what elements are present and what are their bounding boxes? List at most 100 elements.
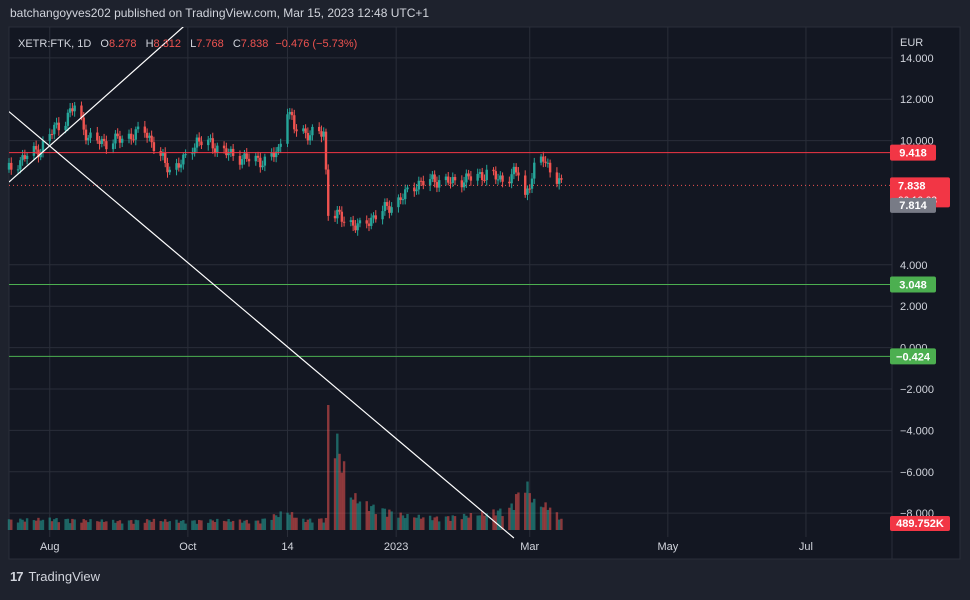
trend-line [9,27,184,183]
trend-lines[interactable] [9,27,515,539]
volume-tag-bg [890,516,950,531]
volume-bar [211,520,214,530]
volume-bar [327,405,330,530]
volume-bar [295,517,298,530]
volume-bar [148,520,151,530]
volume-bar [365,501,368,530]
candle-body [494,171,497,180]
volume-bar [32,520,36,530]
legend-open: 8.278 [109,38,137,50]
candle-body [227,153,230,156]
volume-bar [419,518,423,530]
candle-body [557,178,561,184]
price-tick-label: 2.000 [900,301,928,313]
candle-body [526,188,529,195]
candle-body [277,146,280,152]
volume-bar [48,517,51,530]
volume-tag: 489.752K [896,518,944,530]
candle-body [150,135,153,143]
volume-bar [134,519,137,530]
volume-bar [130,520,133,530]
volume-bar [320,518,323,530]
volume-bar [415,517,418,530]
volume-bar [114,522,117,530]
horizontal-lines[interactable] [9,152,892,357]
volume-bar [37,517,40,530]
candle-body [533,162,536,179]
candle-body [57,122,61,131]
candle-body [485,169,488,181]
volume-bar [73,519,76,530]
volume-bar [308,518,312,530]
volume-bar [121,523,124,530]
candle-body [358,220,362,224]
volume-bar [306,519,310,530]
volume-bar [197,519,201,530]
candle-body [483,180,486,182]
volume-bar [501,516,504,530]
candle-body [73,105,76,112]
volume-bar [200,520,203,530]
candle-body [96,132,99,141]
candle-body [130,133,133,140]
horizontal-line-tag-bg [890,348,936,365]
candle-body [327,169,330,216]
volume-bar [34,520,38,530]
horizontal-line-tag: 3.048 [899,280,927,292]
volume-bar [431,520,434,530]
candle-body [546,162,550,164]
candle-body [152,142,156,151]
volume-bar [41,519,45,530]
volume-bar [381,508,384,530]
price-tick-label: 4.000 [900,260,928,272]
volume-bar [159,521,162,530]
candle-body [365,220,368,224]
volume-bar [451,515,454,530]
candle-body [87,137,90,141]
volume-bar [274,515,278,530]
footer: 17 TradingView [10,569,100,584]
volume-bar [184,523,187,530]
candle-body [460,180,464,188]
candle-body [480,172,484,181]
volume-bar [71,518,74,530]
candle-body [41,140,45,152]
candle-body [478,172,482,174]
candle-body [349,220,353,223]
candle-body [247,158,251,162]
volume-bar [193,520,196,530]
volume-bar [340,472,344,530]
volume-bar [111,519,115,530]
price-tick-label: 10.000 [900,136,934,148]
volume-bar [435,516,439,530]
legend-low-label: L [190,38,196,50]
legend-close: 7.838 [241,38,269,50]
legend-high-label: H [146,38,154,50]
candle-body [159,150,162,156]
volume-bar [195,523,199,530]
candle-body [263,156,267,166]
candle-body [512,166,516,175]
candle-body [293,115,296,130]
time-tick-label: May [657,541,678,553]
volume-bar [82,519,85,530]
horizontal-line-tag: 9.418 [899,148,927,160]
volume-bar [406,513,409,530]
volume-bar [39,520,42,530]
price-tick-label: 12.000 [900,94,934,106]
volume-bar [288,514,291,530]
volume-bar [227,519,230,530]
candle-body [399,197,402,200]
candle-body [433,174,436,183]
volume-bar [342,461,346,530]
volume-bar [476,515,479,530]
candle-body [383,202,387,212]
volume-bar [25,518,29,530]
candle-body [19,160,22,170]
candle-body [127,133,131,139]
volume-bar [510,503,513,530]
candle-body [161,152,165,156]
candle-body [116,133,119,137]
